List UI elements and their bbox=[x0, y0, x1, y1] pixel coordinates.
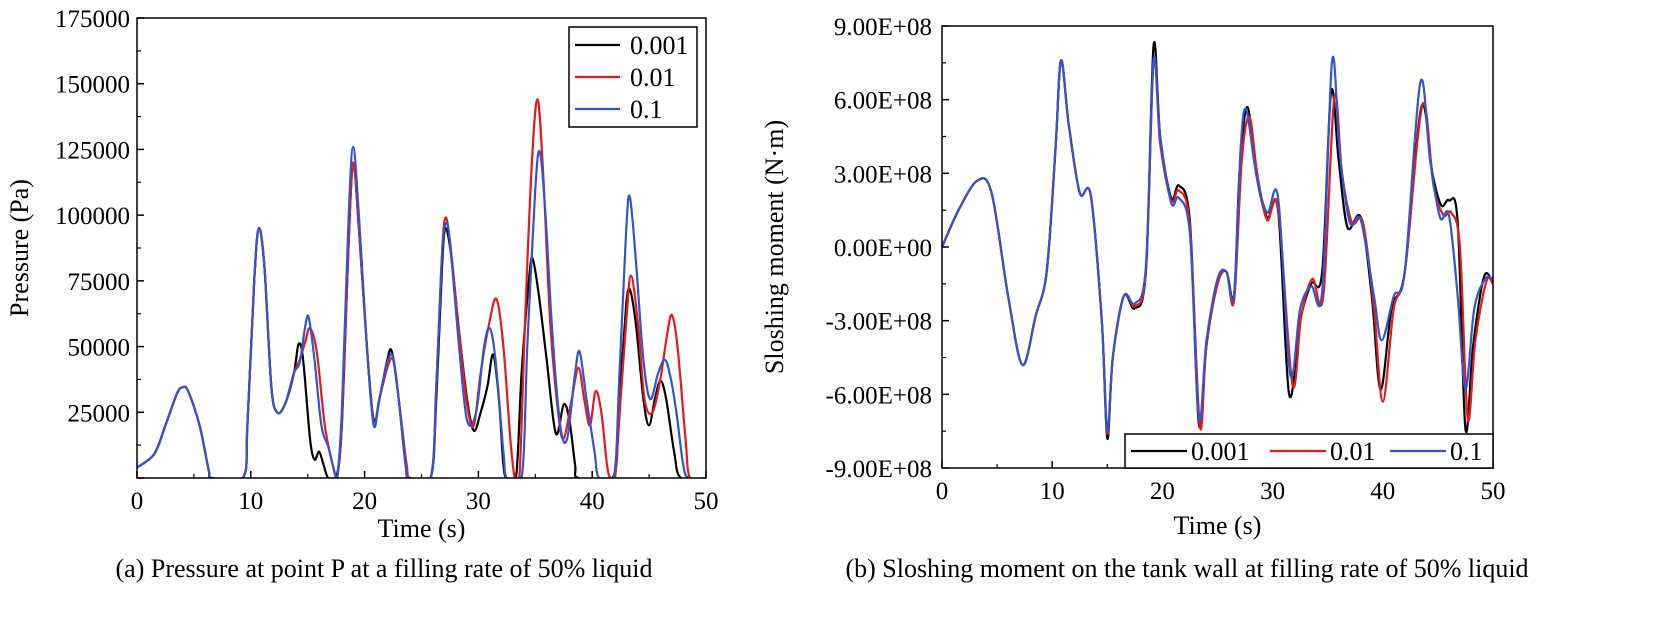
x-tick-label: 10 bbox=[1040, 478, 1065, 505]
x-tick-label: 20 bbox=[1150, 478, 1175, 505]
series-line-0.01 bbox=[137, 98, 706, 478]
x-tick-label: 30 bbox=[466, 488, 491, 515]
legend-label-0.001: 0.001 bbox=[1191, 437, 1250, 466]
y-tick-label: 150000 bbox=[55, 72, 130, 99]
x-tick-label: 0 bbox=[936, 478, 949, 505]
x-tick-label: 40 bbox=[1370, 478, 1395, 505]
legend: 0.001 0.01 0.1 bbox=[568, 26, 698, 128]
legend-label-0.01: 0.01 bbox=[630, 63, 676, 92]
x-tick-label: 0 bbox=[131, 488, 144, 515]
y-tick-label: 3.00E+08 bbox=[834, 161, 932, 188]
x-tick-label: 10 bbox=[238, 488, 263, 515]
y-tick-label: -3.00E+08 bbox=[826, 309, 932, 336]
y-tick-label: 125000 bbox=[55, 137, 130, 164]
series-line-0.001 bbox=[942, 41, 1493, 440]
y-tick-label: 6.00E+08 bbox=[834, 88, 932, 115]
y-tick-label: 25000 bbox=[68, 400, 131, 427]
x-axis-title: Time (s) bbox=[1174, 511, 1262, 540]
y-tick-label: 100000 bbox=[55, 203, 130, 230]
plot-frame bbox=[941, 25, 1494, 469]
x-tick-label: 20 bbox=[352, 488, 377, 515]
x-tick-label: 50 bbox=[694, 488, 719, 515]
legend-label-0.1: 0.1 bbox=[630, 95, 663, 124]
figure-caption: (b) Sloshing moment on the tank wall at … bbox=[845, 554, 1528, 583]
series-line-0.01 bbox=[942, 56, 1493, 435]
chart-panel-a: 0 10 20 30 40 50 25000 50000 75000 100000 125000 15… bbox=[5, 6, 719, 583]
y-tick-label: -9.00E+08 bbox=[826, 456, 932, 483]
chart-panel-b: 0 10 20 30 40 50 -9.00E+08 -6.00E+08 -3.00E+08 0.… bbox=[760, 14, 1529, 583]
y-tick-label: 75000 bbox=[68, 269, 131, 296]
legend: 0.001 0.01 0.1 bbox=[1124, 433, 1494, 469]
y-tick-label: 175000 bbox=[55, 6, 130, 33]
y-tick-label: 0.00E+00 bbox=[834, 235, 932, 262]
x-axis-title: Time (s) bbox=[378, 514, 466, 543]
y-axis-title: Sloshing moment (N·m) bbox=[760, 120, 789, 374]
figure-caption: (a) Pressure at point P at a filling rat… bbox=[116, 554, 653, 583]
legend-label-0.1: 0.1 bbox=[1450, 437, 1483, 466]
x-tick-label: 40 bbox=[580, 488, 605, 515]
series-line-0.1 bbox=[942, 55, 1493, 433]
legend-label-0.01: 0.01 bbox=[1330, 437, 1376, 466]
y-tick-label: 50000 bbox=[68, 335, 131, 362]
y-tick-label: 9.00E+08 bbox=[834, 14, 932, 41]
legend-label-0.001: 0.001 bbox=[630, 31, 689, 60]
x-tick-label: 30 bbox=[1260, 478, 1285, 505]
x-tick-label: 50 bbox=[1481, 478, 1506, 505]
y-tick-label: -6.00E+08 bbox=[826, 382, 932, 409]
y-axis-title: Pressure (Pa) bbox=[5, 179, 34, 317]
series-line-0.1 bbox=[137, 145, 706, 478]
